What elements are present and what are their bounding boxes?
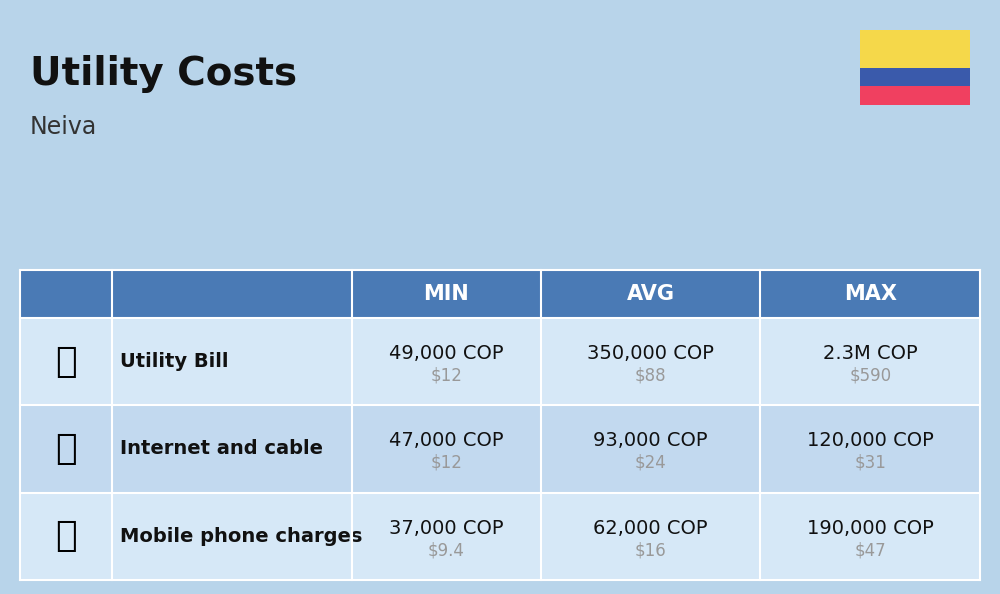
Text: 120,000 COP: 120,000 COP (807, 431, 934, 450)
Text: 2.3M COP: 2.3M COP (823, 344, 918, 363)
Text: Neiva: Neiva (30, 115, 97, 139)
Text: $31: $31 (854, 454, 886, 472)
Text: $24: $24 (635, 454, 667, 472)
Text: Utility Bill: Utility Bill (120, 352, 228, 371)
Bar (22, 498, 110, 575)
Text: $9.4: $9.4 (428, 541, 465, 560)
Text: MAX: MAX (844, 284, 897, 304)
Text: $16: $16 (635, 541, 667, 560)
Bar (860, 30, 970, 68)
Text: 🔧: 🔧 (55, 345, 77, 378)
Bar (860, 86, 970, 105)
Text: Mobile phone charges: Mobile phone charges (120, 527, 362, 546)
Text: $12: $12 (430, 454, 462, 472)
Text: 📶: 📶 (55, 432, 77, 466)
Bar (22, 323, 110, 400)
Text: 190,000 COP: 190,000 COP (807, 519, 934, 538)
Bar (20, 270, 980, 318)
Text: $590: $590 (849, 366, 891, 385)
Text: 47,000 COP: 47,000 COP (389, 431, 504, 450)
Text: 62,000 COP: 62,000 COP (593, 519, 708, 538)
Text: 350,000 COP: 350,000 COP (587, 344, 714, 363)
Bar (20, 318, 980, 405)
Text: MIN: MIN (424, 284, 469, 304)
Text: $47: $47 (854, 541, 886, 560)
Text: AVG: AVG (627, 284, 675, 304)
Text: Internet and cable: Internet and cable (120, 440, 323, 459)
Bar (860, 68, 970, 86)
Bar (20, 405, 980, 492)
Text: Utility Costs: Utility Costs (30, 55, 297, 93)
Text: 📱: 📱 (55, 519, 77, 554)
Text: 93,000 COP: 93,000 COP (593, 431, 708, 450)
Text: $88: $88 (635, 366, 666, 385)
Bar (20, 492, 980, 580)
Text: 37,000 COP: 37,000 COP (389, 519, 504, 538)
Text: 49,000 COP: 49,000 COP (389, 344, 504, 363)
Text: $12: $12 (430, 366, 462, 385)
Bar (22, 410, 110, 488)
